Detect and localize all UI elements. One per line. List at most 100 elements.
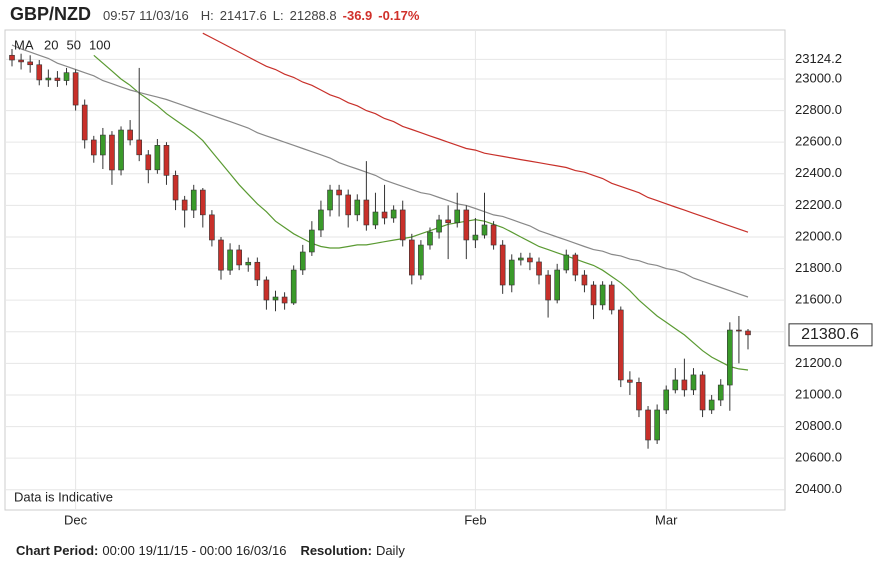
y-tick-label: 23124.2 (795, 51, 842, 66)
title: GBP/NZD (10, 4, 91, 24)
candle-body (617, 309, 624, 381)
candle-body (499, 244, 506, 286)
candle-body (608, 284, 615, 311)
candle-body (490, 224, 497, 246)
candle-body (136, 139, 143, 156)
ma-line (202, 32, 749, 233)
candle-body (54, 77, 61, 81)
candle-body (727, 329, 733, 386)
candle-body (445, 219, 451, 224)
candle-body (281, 296, 288, 304)
y-tick-label: 22800.0 (795, 102, 842, 117)
y-tick-label: 21200.0 (795, 355, 842, 370)
note: Data is Indicative (14, 489, 113, 504)
candle-body (172, 175, 179, 201)
chart: Data is Indicative 20400.0 20600.0 20800.0… (4, 29, 873, 527)
candle-body (200, 189, 206, 216)
candle-body (318, 209, 324, 231)
candle-body (572, 254, 579, 276)
candle-body (472, 234, 479, 241)
candle-body (508, 259, 515, 286)
y-tick-label: 21000.0 (795, 386, 842, 401)
legend-entry: 50 (66, 37, 80, 52)
candle-body (63, 72, 70, 81)
candle-body (645, 409, 651, 441)
header: GBP/NZD 09:57 11/03/16 H: 21417.6 L: 212… (10, 4, 419, 28)
candle-body (236, 249, 242, 266)
x-tick-label: Dec (64, 512, 88, 527)
change: -36.9 (342, 8, 373, 23)
candle-body (90, 139, 97, 156)
candle-body (363, 199, 370, 226)
legend-entry: 100 (89, 37, 111, 52)
grid: 20400.020600.020800.021000.021200.021400… (5, 30, 842, 510)
candle-body (681, 379, 688, 391)
y-tick-label: 20800.0 (795, 418, 842, 433)
resolution: Daily (375, 543, 405, 558)
low-prefix: L: (272, 8, 284, 23)
candle-body (290, 269, 297, 304)
candle-body (672, 379, 679, 391)
ma-line (11, 44, 749, 298)
candle-body (454, 209, 461, 224)
last-price-box (788, 323, 873, 347)
candle-body (336, 189, 342, 196)
candle-body (145, 154, 152, 171)
resolution-label: Resolution: (300, 543, 372, 558)
candle-body (372, 211, 379, 226)
candle-body (390, 209, 397, 219)
candle-body (518, 257, 524, 261)
candle-body (599, 284, 606, 306)
candle-body (563, 254, 570, 271)
candle-body (327, 189, 333, 211)
x-tick-label: Feb (464, 512, 486, 527)
candle-body (45, 77, 52, 81)
candle-body (27, 61, 33, 66)
y-tick-label: 21600.0 (795, 292, 842, 307)
candle-body (409, 239, 415, 276)
candle-body (699, 374, 706, 411)
candle-body (227, 249, 233, 271)
candle-body (109, 134, 115, 171)
y-tick-label: 20600.0 (795, 450, 842, 465)
candle-body (554, 269, 560, 301)
candle-body (272, 296, 279, 301)
candle-body (381, 211, 388, 219)
candle-body (154, 145, 161, 171)
candle-body (345, 194, 351, 216)
candle-body (690, 374, 697, 391)
candle-body (127, 129, 133, 141)
candle-body (72, 72, 79, 106)
candle-body (399, 209, 406, 241)
candle-body (527, 257, 533, 263)
footer: Chart Period: 00:00 19/11/15 - 00:00 16/… (16, 543, 405, 558)
last-price: 21380.6 (801, 326, 859, 343)
timestamp: 09:57 11/03/16 (103, 8, 189, 23)
candle-body (209, 214, 215, 241)
candle-body (245, 261, 252, 266)
candle-body (436, 219, 442, 233)
candle-body (427, 231, 433, 246)
candle-body (481, 224, 488, 236)
candle-body (190, 189, 197, 211)
period-label: Chart Period: (16, 543, 99, 558)
candle-body (18, 59, 24, 63)
y-tick-label: 22200.0 (795, 197, 842, 212)
candle-body (636, 382, 642, 411)
y-tick-label: 22000.0 (795, 228, 842, 243)
candle-body (9, 54, 15, 61)
candle-body (100, 134, 106, 156)
low-value: 21288.8 (289, 8, 337, 23)
candle-body (218, 239, 224, 271)
candle-body (745, 330, 751, 336)
candle-body (654, 409, 660, 441)
period: 00:00 19/11/15 - 00:00 16/03/16 (102, 543, 287, 558)
candle-body (163, 145, 170, 176)
candle-body (418, 244, 424, 276)
candle-body (736, 329, 742, 332)
legend-entry: 20 (44, 37, 58, 52)
plot-border (4, 29, 786, 511)
change-percent: -0.17% (378, 8, 420, 23)
y-tick-label: 22600.0 (795, 134, 842, 149)
high-value: 21417.6 (219, 8, 267, 23)
